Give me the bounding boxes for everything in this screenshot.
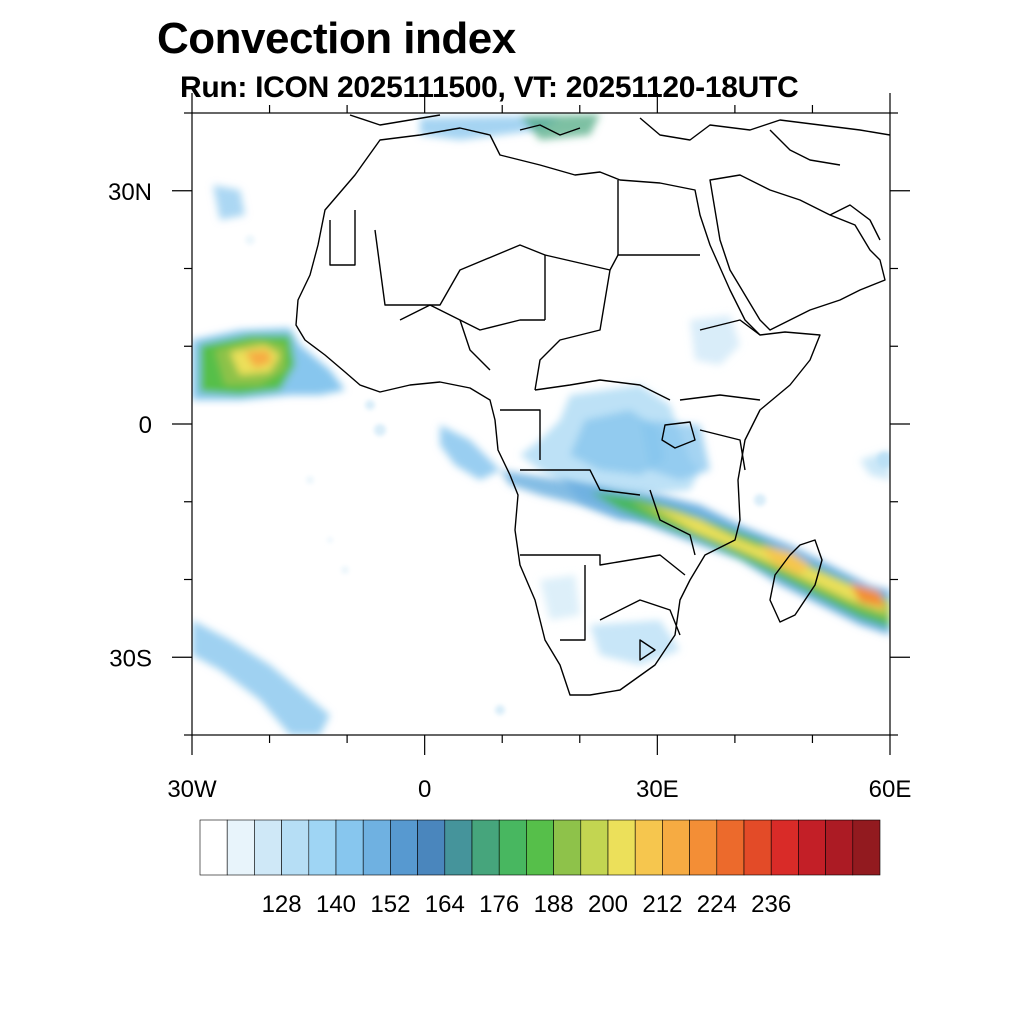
colorbar-tick-label: 176	[479, 891, 519, 918]
colorbar-tick-label: 152	[370, 891, 410, 918]
chart-title: Convection index	[157, 14, 516, 63]
colorbar-tick-label: 188	[534, 891, 574, 918]
longitude-labels: 30W 0 30E 60E	[167, 776, 911, 803]
colorbar-tick-label: 236	[751, 891, 791, 918]
colorbar-swatch	[417, 819, 446, 876]
colorbar-swatch	[199, 819, 228, 876]
colorbar-tick-label: 140	[316, 891, 356, 918]
colorbar-swatch	[743, 819, 772, 876]
colorbar-tick-label: 200	[588, 891, 628, 918]
colorbar-swatch	[498, 819, 527, 876]
colorbar-swatch	[580, 819, 609, 876]
colorbar-swatch	[335, 819, 364, 876]
colorbar-swatch	[553, 819, 582, 876]
lon-tick-label: 30W	[167, 776, 217, 803]
colorbar-tick-label: 212	[642, 891, 682, 918]
colorbar-swatch	[662, 819, 690, 876]
colorbar-swatch	[444, 819, 473, 876]
colorbar-labels: 128 140 152 164 176 188 200 212 224 236	[262, 891, 792, 918]
colorbar-tick-label: 164	[425, 891, 465, 918]
colorbar-swatch	[281, 819, 310, 876]
lon-tick-label: 60E	[869, 776, 912, 803]
colorbar-swatch	[689, 819, 718, 876]
lat-tick-label: 30S	[109, 645, 152, 672]
lat-tick-label: 0	[139, 412, 152, 439]
colorbar-swatch	[716, 819, 745, 876]
colorbar-swatch	[634, 819, 663, 876]
convection-field	[192, 114, 890, 735]
plot-frame	[172, 93, 910, 755]
plot-area	[192, 113, 890, 735]
colorbar-swatch	[607, 819, 636, 876]
colorbar-swatch	[798, 819, 826, 876]
latitude-labels: 30N 0 30S	[108, 179, 152, 673]
colorbar	[199, 819, 881, 876]
colorbar-swatch	[770, 819, 799, 876]
colorbar-swatch	[254, 819, 282, 876]
lon-tick-label: 30E	[636, 776, 679, 803]
lat-tick-label: 30N	[108, 179, 152, 206]
colorbar-swatch	[825, 819, 854, 876]
colorbar-swatch	[362, 819, 391, 876]
colorbar-swatch	[308, 819, 337, 876]
colorbar-swatch	[471, 819, 500, 876]
colorbar-swatch	[852, 819, 881, 876]
colorbar-tick-label: 128	[262, 891, 302, 918]
colorbar-swatch	[526, 819, 554, 876]
colorbar-swatch	[226, 819, 255, 876]
coastlines	[295, 114, 890, 696]
colorbar-tick-label: 224	[697, 891, 737, 918]
colorbar-swatch	[390, 819, 418, 876]
lon-tick-label: 0	[418, 776, 431, 803]
chart-subtitle: Run: ICON 2025111500, VT: 20251120-18UTC	[180, 71, 799, 104]
